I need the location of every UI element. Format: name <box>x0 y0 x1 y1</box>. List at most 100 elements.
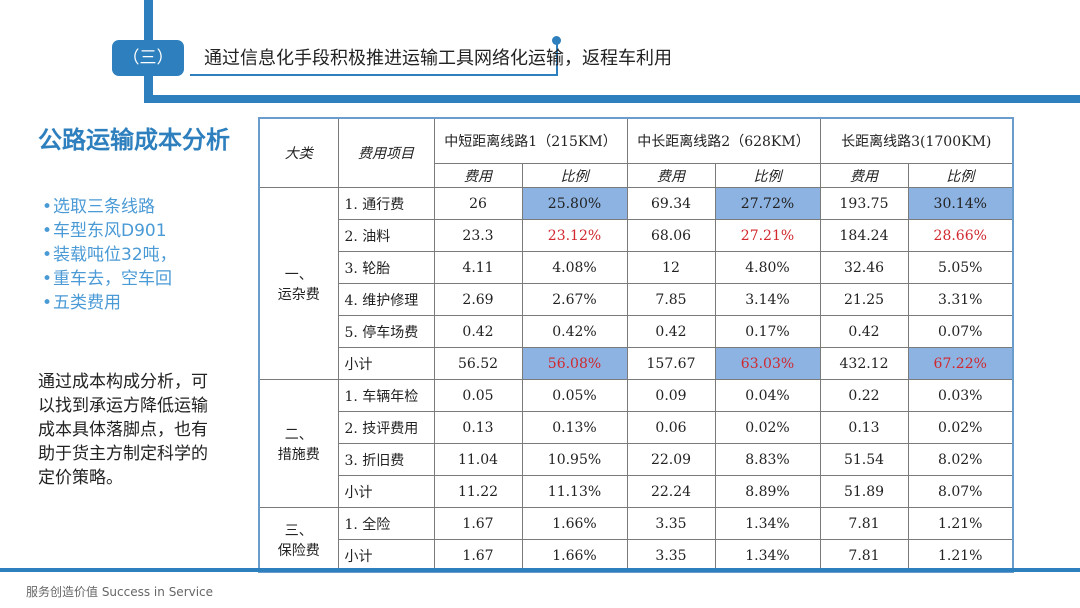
cost-cell: 22.24 <box>626 475 716 508</box>
ratio-cell: 0.05% <box>521 379 628 412</box>
cost-cell: 157.67 <box>626 347 716 380</box>
header-divider <box>144 95 1080 103</box>
bullet-item: 选取三条线路 <box>42 195 177 219</box>
cost-cell: 56.52 <box>433 347 523 380</box>
cost-cell: 68.06 <box>626 219 716 252</box>
header-category: 大类 <box>258 117 339 188</box>
ratio-cell: 27.72% <box>714 187 821 220</box>
category-cell: 二、 措施费 <box>258 379 339 508</box>
cost-cell: 69.34 <box>626 187 716 220</box>
ratio-cell: 11.13% <box>521 475 628 508</box>
cost-cell: 0.22 <box>819 379 909 412</box>
ratio-cell: 30.14% <box>907 187 1014 220</box>
cost-cell: 193.75 <box>819 187 909 220</box>
ratio-cell: 0.42% <box>521 315 628 348</box>
ratio-cell: 8.89% <box>714 475 821 508</box>
cost-cell: 1.67 <box>433 507 523 540</box>
ratio-cell: 3.31% <box>907 283 1014 316</box>
cost-cell: 11.04 <box>433 443 523 476</box>
header-route-3: 长距离线路3(1700KM) <box>819 117 1014 164</box>
cost-cell: 184.24 <box>819 219 909 252</box>
subheader-ratio: 比例 <box>907 163 1014 188</box>
cost-cell: 7.85 <box>626 283 716 316</box>
bullet-list: 选取三条线路 车型东风D901 装载吨位32吨， 重车去，空车回 五类费用 <box>42 195 177 315</box>
header-title: 通过信息化手段积极推进运输工具网络化运输，返程车利用 <box>204 48 672 69</box>
item-cell: 2. 油料 <box>337 219 435 252</box>
cost-cell: 0.42 <box>433 315 523 348</box>
table-row: 2. 油料 23.3 23.12% 68.06 27.21% 184.24 28.66% <box>259 219 1014 252</box>
cost-cell: 32.46 <box>819 251 909 284</box>
cost-cell: 0.09 <box>626 379 716 412</box>
category-cell: 一、 运杂费 <box>258 187 339 380</box>
item-cell: 3. 轮胎 <box>337 251 435 284</box>
ratio-cell: 0.13% <box>521 411 628 444</box>
cost-cell: 432.12 <box>819 347 909 380</box>
table-row: 二、 措施费 1. 车辆年检 0.05 0.05% 0.09 0.04% 0.22 0.03% <box>258 379 1014 508</box>
ratio-cell: 1.34% <box>714 507 821 540</box>
item-cell: 1. 全险 <box>337 507 435 540</box>
cost-cell: 22.09 <box>626 443 716 476</box>
cost-cell: 0.05 <box>433 379 523 412</box>
header-title-underline <box>190 38 558 76</box>
item-cell: 小计 <box>337 347 435 380</box>
header-bracket-line <box>556 40 558 74</box>
table-row: 4. 维护修理 2.69 2.67% 7.85 3.14% 21.25 3.31% <box>259 283 1014 316</box>
header-item: 费用项目 <box>337 117 435 188</box>
item-cell: 小计 <box>337 475 435 508</box>
ratio-cell: 1.21% <box>907 539 1014 573</box>
table-row: 一、 运杂费 1. 通行费 26 25.80% 69.34 27.72% 193.75 30.… <box>258 187 1014 380</box>
footer-divider <box>0 568 1080 572</box>
cost-cell: 0.42 <box>626 315 716 348</box>
header-route-1: 中短距离线路1（215KM） <box>433 117 628 164</box>
item-cell: 5. 停车场费 <box>337 315 435 348</box>
bullet-item: 五类费用 <box>42 291 177 315</box>
item-cell: 3. 折旧费 <box>337 443 435 476</box>
ratio-cell: 23.12% <box>521 219 628 252</box>
ratio-cell: 1.21% <box>907 507 1014 540</box>
ratio-cell: 0.04% <box>714 379 821 412</box>
cost-cell: 2.69 <box>433 283 523 316</box>
ratio-cell: 63.03% <box>714 347 821 380</box>
ratio-cell: 8.07% <box>907 475 1014 508</box>
table-row: 2. 技评费用 0.13 0.13% 0.06 0.02% 0.13 0.02% <box>259 411 1014 444</box>
cost-cell: 4.11 <box>433 251 523 284</box>
ratio-cell: 5.05% <box>907 251 1014 284</box>
ratio-cell: 67.22% <box>907 347 1014 380</box>
category-cell: 三、 保险费 <box>258 507 339 573</box>
cost-cell: 23.3 <box>433 219 523 252</box>
table-row: 3. 折旧费 11.04 10.95% 22.09 8.83% 51.54 8.02% <box>259 443 1014 476</box>
ratio-cell: 27.21% <box>714 219 821 252</box>
ratio-cell: 25.80% <box>521 187 628 220</box>
footer-slogan: 服务创造价值 Success in Service <box>26 585 214 599</box>
ratio-cell: 0.17% <box>714 315 821 348</box>
ratio-cell: 0.07% <box>907 315 1014 348</box>
cost-cell: 3.35 <box>626 507 716 540</box>
table-row: 小计 1.67 1.66% 3.35 1.34% 7.81 1.21% <box>259 539 1014 573</box>
cost-cell: 51.54 <box>819 443 909 476</box>
table-row: 小计 56.52 56.08% 157.67 63.03% 432.12 67.22% <box>259 347 1014 380</box>
cost-cell: 12 <box>626 251 716 284</box>
ratio-cell: 0.02% <box>907 411 1014 444</box>
ratio-cell: 0.02% <box>714 411 821 444</box>
ratio-cell: 4.80% <box>714 251 821 284</box>
ratio-cell: 8.02% <box>907 443 1014 476</box>
analysis-note: 通过成本构成分析，可以找到承运方降低运输成本具体落脚点，也有助于货主方制定科学的… <box>38 372 208 488</box>
item-cell: 4. 维护修理 <box>337 283 435 316</box>
subheader-ratio: 比例 <box>714 163 821 188</box>
cost-cell: 0.13 <box>433 411 523 444</box>
header-route-2: 中长距离线路2（628KM） <box>626 117 821 164</box>
cost-table-body: 一、 运杂费 1. 通行费 26 25.80% 69.34 27.72% 193.75 30.… <box>258 187 1014 573</box>
bullet-item: 重车去，空车回 <box>42 267 177 291</box>
table-row: 3. 轮胎 4.11 4.08% 12 4.80% 32.46 5.05% <box>259 251 1014 284</box>
cost-table: 大类 费用项目 中短距离线路1（215KM） 中长距离线路2（628KM） 长距… <box>258 117 1014 573</box>
subheader-ratio: 比例 <box>521 163 628 188</box>
cost-cell: 7.81 <box>819 507 909 540</box>
ratio-cell: 2.67% <box>521 283 628 316</box>
ratio-cell: 56.08% <box>521 347 628 380</box>
ratio-cell: 28.66% <box>907 219 1014 252</box>
page-title: 公路运输成本分析 <box>38 126 230 154</box>
ratio-cell: 8.83% <box>714 443 821 476</box>
cost-cell: 1.67 <box>433 539 523 573</box>
ratio-cell: 4.08% <box>521 251 628 284</box>
item-cell: 1. 通行费 <box>337 187 435 220</box>
